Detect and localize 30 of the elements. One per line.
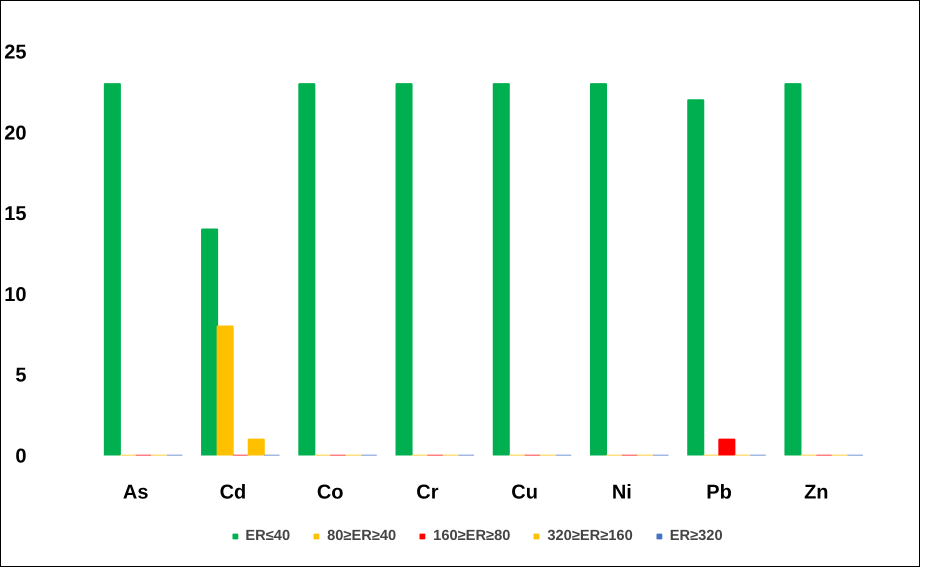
bar xyxy=(248,438,265,456)
y-tick-label: 15 xyxy=(4,203,27,226)
bar xyxy=(687,99,704,456)
legend-label: 160≥ER≥80 xyxy=(433,528,510,544)
x-tick-label: Cd xyxy=(220,482,246,504)
x-tick-label: Pb xyxy=(706,482,732,504)
bar xyxy=(201,228,218,456)
bar xyxy=(492,83,510,456)
x-tick-label: Zn xyxy=(804,482,829,504)
legend-label: ER≥320 xyxy=(670,528,723,544)
bar xyxy=(298,83,316,456)
legend-label: 80≥ER≥40 xyxy=(327,528,396,544)
x-tick-label: Ni xyxy=(612,482,632,504)
y-tick-label: 5 xyxy=(15,364,26,387)
bar xyxy=(590,83,608,456)
x-tick-label: As xyxy=(122,482,148,504)
bar xyxy=(396,83,413,456)
x-tick-label: Cr xyxy=(416,482,439,504)
bar xyxy=(784,83,802,456)
legend-label: 320≥ER≥160 xyxy=(547,528,633,544)
y-tick-label: 25 xyxy=(4,42,27,64)
y-tick-label: 20 xyxy=(4,122,27,144)
x-tick-label: Cu xyxy=(511,482,538,504)
bar xyxy=(216,325,234,456)
y-tick-label: 0 xyxy=(15,446,26,468)
bar xyxy=(104,83,121,456)
x-tick-label: Co xyxy=(316,482,344,504)
legend-label: ER≤40 xyxy=(245,528,290,544)
y-tick-label: 10 xyxy=(4,284,27,306)
bar xyxy=(718,438,736,456)
